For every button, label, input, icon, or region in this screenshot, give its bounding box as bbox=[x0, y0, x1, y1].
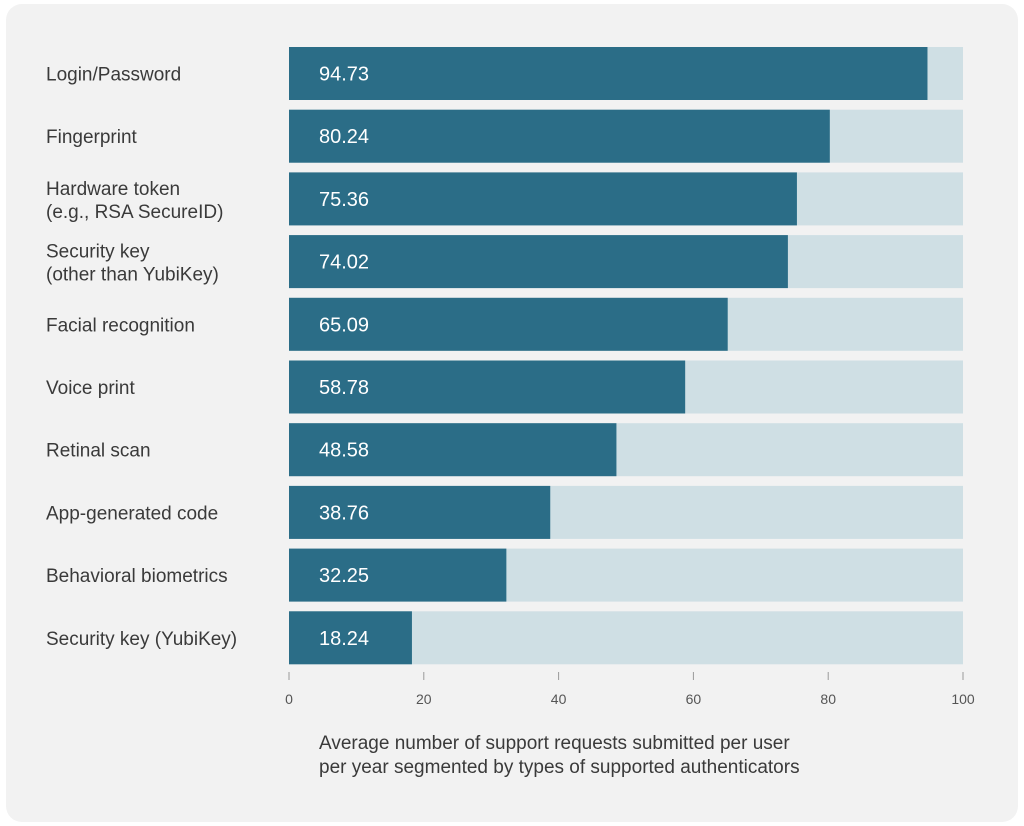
bar bbox=[289, 360, 686, 414]
x-tick-label: 0 bbox=[285, 691, 293, 707]
x-tick-label: 40 bbox=[551, 691, 567, 707]
category-label: Behavioral biometrics bbox=[46, 566, 228, 587]
bar bbox=[289, 611, 412, 665]
value-label: 48.58 bbox=[319, 440, 369, 462]
value-label: 58.78 bbox=[319, 377, 369, 399]
category-label: Retinal scan bbox=[46, 441, 151, 462]
bar bbox=[289, 485, 551, 539]
category-label: (other than YubiKey) bbox=[46, 265, 219, 286]
bar bbox=[289, 423, 617, 477]
x-tick-label: 100 bbox=[951, 691, 975, 707]
category-label: App-generated code bbox=[46, 503, 218, 524]
category-label: Login/Password bbox=[46, 65, 181, 86]
x-axis-title-line-2: per year segmented by types of supported… bbox=[319, 757, 800, 778]
x-tick-label: 80 bbox=[820, 691, 836, 707]
category-label: Security key bbox=[46, 242, 150, 263]
x-tick-label: 20 bbox=[416, 691, 432, 707]
value-label: 75.36 bbox=[319, 189, 369, 211]
category-label: Fingerprint bbox=[46, 127, 138, 148]
value-label: 74.02 bbox=[319, 252, 369, 274]
bar bbox=[289, 548, 507, 602]
bar bbox=[289, 297, 728, 351]
x-tick-label: 60 bbox=[686, 691, 702, 707]
value-label: 94.73 bbox=[319, 64, 369, 86]
bar bbox=[289, 47, 928, 100]
value-label: 38.76 bbox=[319, 502, 369, 524]
category-label: Facial recognition bbox=[46, 315, 195, 336]
category-label: (e.g., RSA SecureID) bbox=[46, 202, 223, 223]
value-label: 80.24 bbox=[319, 126, 369, 148]
x-axis-title: Average number of support requests submi… bbox=[319, 732, 919, 780]
value-label: 65.09 bbox=[319, 314, 369, 336]
value-label: 18.24 bbox=[319, 628, 369, 650]
category-label: Voice print bbox=[46, 378, 135, 399]
category-label: Hardware token bbox=[46, 179, 180, 200]
bar bbox=[289, 172, 797, 226]
category-label: Security key (YubiKey) bbox=[46, 629, 237, 650]
bar bbox=[289, 235, 788, 289]
x-axis-title-line-1: Average number of support requests submi… bbox=[319, 733, 790, 754]
value-label: 32.25 bbox=[319, 565, 369, 587]
bar bbox=[289, 109, 830, 163]
